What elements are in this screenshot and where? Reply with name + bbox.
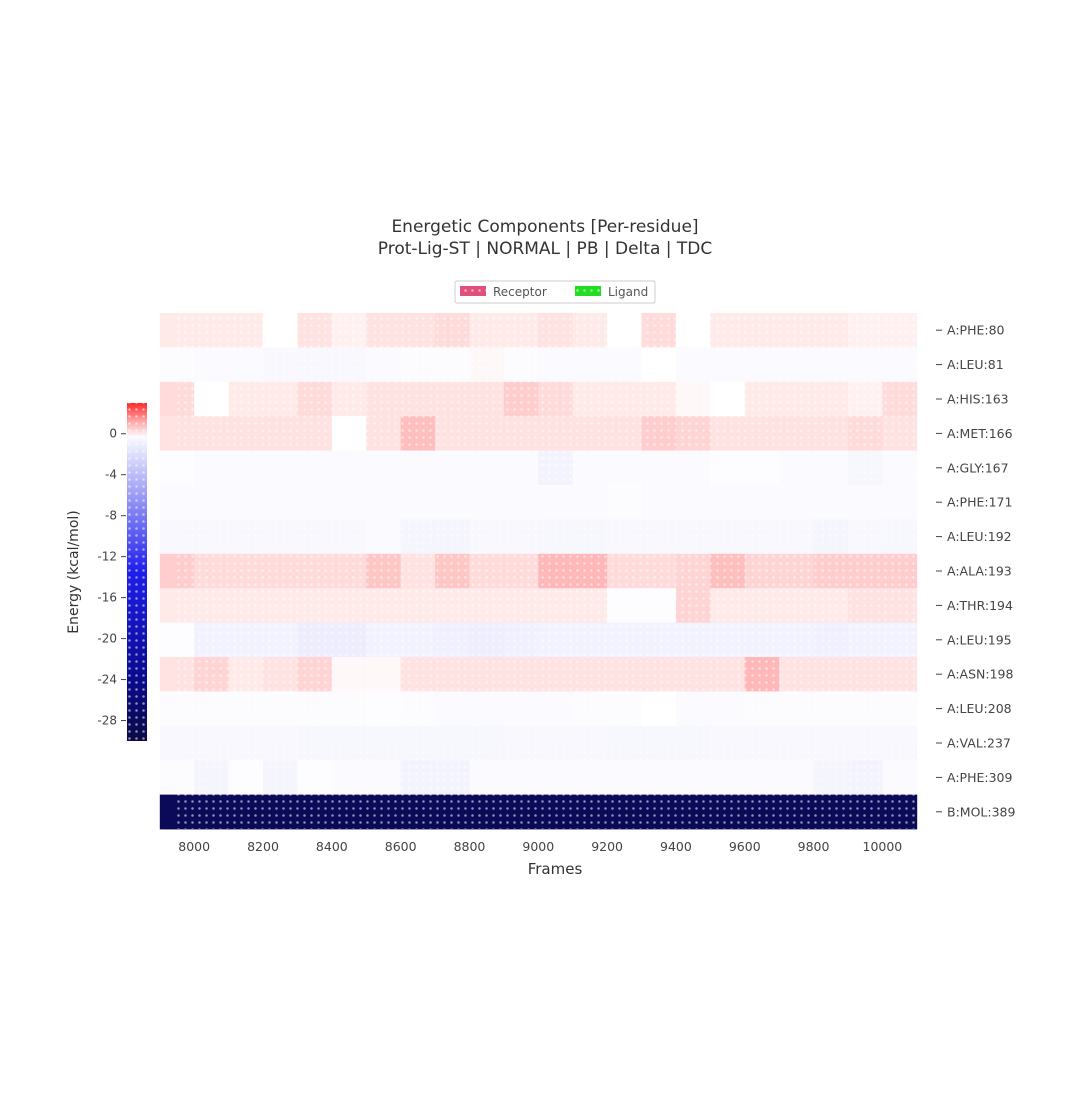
residue-label: A:HIS:163 — [947, 392, 1009, 407]
colorbar-tick-label: -16 — [97, 591, 117, 605]
x-tick-label: 9000 — [522, 839, 554, 854]
x-tick-label: 8200 — [247, 839, 279, 854]
residue-label: A:ALA:193 — [947, 564, 1012, 579]
residue-label: A:VAL:237 — [947, 736, 1011, 751]
residue-axis: A:PHE:80 A:LEU:81 A:HIS:163 A:MET:166 A:GLY:… — [936, 323, 1015, 819]
residue-label: A:GLY:167 — [947, 460, 1009, 475]
x-tick-label: 10000 — [863, 839, 903, 854]
colorbar-tick-label: -28 — [97, 714, 117, 728]
legend-swatch-receptor-dots — [460, 286, 486, 296]
cell-dot-overlay — [177, 313, 934, 829]
x-tick-label: 9600 — [729, 839, 761, 854]
residue-label: A:LEU:192 — [947, 529, 1012, 544]
x-tick-label: 9400 — [660, 839, 692, 854]
x-tick-label: 8600 — [385, 839, 417, 854]
frames-axis: 8000 8200 8400 8600 8800 9000 9200 9400 9600 9800… — [178, 839, 902, 854]
x-tick-label: 8400 — [316, 839, 348, 854]
x-axis-label: Frames — [528, 860, 583, 878]
residue-label: A:PHE:309 — [947, 770, 1012, 785]
residue-label: A:LEU:195 — [947, 632, 1012, 647]
x-tick-label: 8000 — [178, 839, 210, 854]
colorbar-label: Energy (kcal/mol) — [66, 510, 82, 633]
colorbar-dots — [127, 403, 147, 741]
residue-label: A:MET:166 — [947, 426, 1013, 441]
x-tick-label: 9200 — [591, 839, 623, 854]
legend: Receptor Ligand — [454, 280, 656, 304]
colorbar-tick-label: -8 — [105, 509, 117, 523]
x-tick-label: 9800 — [798, 839, 830, 854]
colorbar-tick-label: -20 — [97, 632, 117, 646]
residue-label: A:PHE:171 — [947, 495, 1012, 510]
colorbar: 0 -4 -8 -12 -16 -20 -24 -28 Energy (kcal/mol) — [66, 403, 147, 741]
residue-label: A:ASN:198 — [947, 667, 1013, 682]
chart-title: Energetic Components [Per-residue] — [391, 217, 698, 237]
residue-label: A:LEU:81 — [947, 357, 1004, 372]
legend-label-ligand: Ligand — [608, 285, 648, 299]
residue-label: A:PHE:80 — [947, 323, 1005, 338]
colorbar-tick-label: -4 — [105, 468, 117, 482]
legend-frame — [454, 280, 656, 304]
colorbar-ticks: 0 -4 -8 -12 -16 -20 -24 -28 — [97, 427, 126, 728]
x-tick-label: 8800 — [454, 839, 486, 854]
residue-label: A:THR:194 — [947, 598, 1013, 613]
residue-label: A:LEU:208 — [947, 701, 1012, 716]
chart-subtitle: Prot-Lig-ST | NORMAL | PB | Delta | TDC — [378, 239, 713, 259]
legend-label-receptor: Receptor — [493, 285, 547, 299]
residue-label: B:MOL:389 — [947, 804, 1015, 819]
colorbar-tick-label: -12 — [97, 550, 117, 564]
colorbar-tick-label: -24 — [97, 673, 117, 687]
legend-swatch-ligand-dots — [575, 286, 601, 296]
colorbar-tick-label: 0 — [109, 427, 117, 441]
